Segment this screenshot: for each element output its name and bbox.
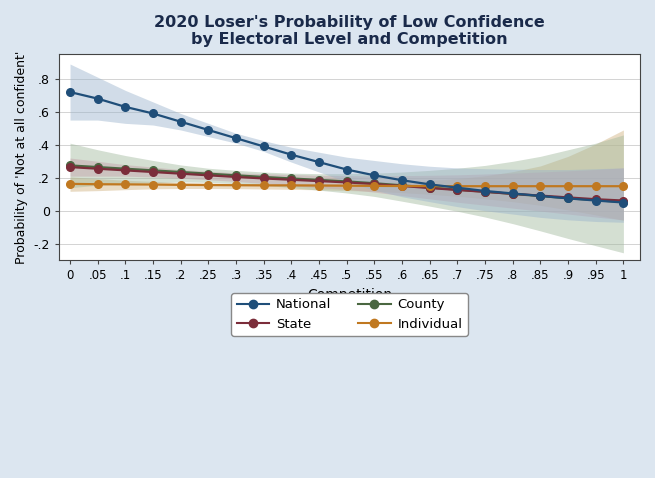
State (204, 173, 212, 178)
Individual (177, 182, 185, 188)
Individual (149, 182, 157, 187)
State (564, 195, 572, 200)
State (481, 189, 489, 195)
County (177, 169, 185, 175)
County (66, 163, 74, 168)
Individual (260, 183, 268, 188)
National (204, 127, 212, 133)
State (343, 180, 350, 185)
State (94, 166, 102, 172)
Individual (343, 183, 350, 189)
National (592, 198, 600, 204)
County (149, 167, 157, 173)
State (371, 181, 379, 187)
National (260, 143, 268, 149)
County (398, 183, 406, 188)
Legend: National, State, County, Individual: National, State, County, Individual (231, 293, 468, 336)
Individual (398, 183, 406, 189)
State (620, 198, 627, 204)
Individual (288, 183, 295, 188)
Individual (232, 182, 240, 188)
County (453, 187, 461, 193)
County (94, 164, 102, 170)
Individual (94, 181, 102, 187)
State (177, 171, 185, 176)
State (426, 185, 434, 191)
Individual (481, 184, 489, 189)
County (536, 193, 544, 199)
Individual (121, 182, 129, 187)
State (453, 187, 461, 193)
National (315, 159, 323, 165)
National (94, 96, 102, 101)
Individual (66, 181, 74, 187)
National (620, 200, 627, 206)
County (620, 199, 627, 205)
State (536, 193, 544, 198)
Individual (564, 184, 572, 189)
County (121, 166, 129, 172)
State (121, 167, 129, 173)
National (564, 196, 572, 201)
National (66, 89, 74, 95)
Line: Individual: Individual (66, 180, 627, 190)
County (315, 177, 323, 183)
National (177, 119, 185, 125)
State (315, 178, 323, 184)
Title: 2020 Loser's Probability of Low Confidence
by Electoral Level and Competition: 2020 Loser's Probability of Low Confiden… (154, 15, 545, 47)
State (149, 169, 157, 175)
County (564, 196, 572, 201)
National (288, 152, 295, 158)
State (232, 174, 240, 180)
Line: State: State (66, 163, 627, 205)
National (426, 182, 434, 187)
X-axis label: Competition: Competition (307, 288, 392, 302)
County (260, 174, 268, 180)
National (121, 104, 129, 110)
Line: National: National (66, 88, 627, 206)
Individual (315, 183, 323, 188)
Individual (592, 184, 600, 189)
County (509, 191, 517, 197)
National (536, 193, 544, 199)
Individual (620, 184, 627, 189)
State (592, 196, 600, 202)
National (509, 191, 517, 196)
National (481, 188, 489, 194)
County (592, 197, 600, 203)
County (481, 189, 489, 195)
Y-axis label: Probability of 'Not at all confident': Probability of 'Not at all confident' (15, 51, 28, 264)
Individual (371, 183, 379, 189)
Individual (426, 183, 434, 189)
County (371, 180, 379, 186)
County (343, 179, 350, 185)
National (371, 173, 379, 178)
National (232, 135, 240, 141)
National (343, 167, 350, 173)
National (149, 110, 157, 116)
County (232, 173, 240, 178)
National (453, 185, 461, 191)
National (398, 177, 406, 183)
Individual (536, 184, 544, 189)
State (260, 175, 268, 181)
Line: County: County (66, 162, 627, 206)
Individual (204, 182, 212, 188)
County (426, 185, 434, 190)
State (66, 164, 74, 170)
County (288, 175, 295, 181)
State (509, 191, 517, 196)
Individual (453, 184, 461, 189)
County (204, 171, 212, 176)
State (288, 177, 295, 183)
State (398, 183, 406, 189)
Individual (509, 184, 517, 189)
